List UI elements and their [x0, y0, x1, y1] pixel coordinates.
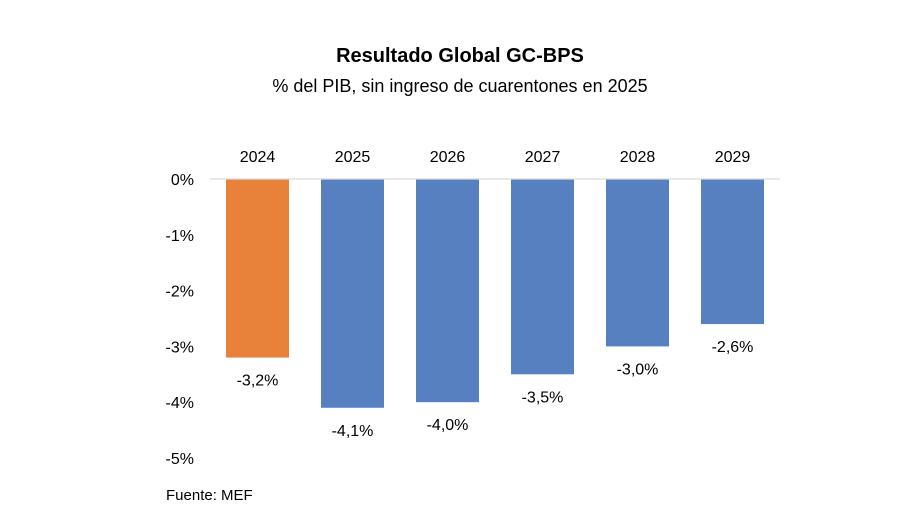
category-label: 2024	[240, 149, 276, 166]
y-tick-label: -3%	[166, 339, 194, 356]
category-label: 2027	[525, 149, 561, 166]
data-label: -4,1%	[332, 423, 374, 440]
bars	[226, 179, 764, 408]
data-label: -3,2%	[237, 373, 279, 390]
y-tick-label: -2%	[166, 284, 194, 301]
bar-2025	[321, 179, 384, 408]
category-label: 2026	[430, 149, 466, 166]
bar-2026	[416, 179, 479, 403]
bar-2024	[226, 179, 289, 358]
source-note: Fuente: MEF	[166, 487, 253, 504]
category-label: 2028	[620, 149, 656, 166]
data-label: -2,6%	[712, 339, 754, 356]
category-label: 2025	[335, 149, 371, 166]
bar-2028	[606, 179, 669, 347]
chart-title: Resultado Global GC-BPS	[336, 45, 584, 67]
data-label: -3,5%	[522, 389, 564, 406]
y-tick-label: -5%	[166, 451, 194, 468]
category-label: 2029	[715, 149, 751, 166]
bar-2027	[511, 179, 574, 375]
y-tick-label: -4%	[166, 395, 194, 412]
y-axis-ticks: 0% -1% -2% -3% -4% -5%	[166, 172, 194, 468]
y-tick-label: 0%	[171, 172, 194, 189]
y-tick-label: -1%	[166, 228, 194, 245]
category-labels: 2024 2025 2026 2027 2028 2029	[240, 149, 751, 166]
value-labels: -3,2% -4,1% -4,0% -3,5% -3,0% -2,6%	[237, 339, 754, 440]
data-label: -4,0%	[427, 417, 469, 434]
data-label: -3,0%	[617, 361, 659, 378]
bar-2029	[701, 179, 764, 325]
chart-subtitle: % del PIB, sin ingreso de cuarentones en…	[272, 76, 648, 96]
